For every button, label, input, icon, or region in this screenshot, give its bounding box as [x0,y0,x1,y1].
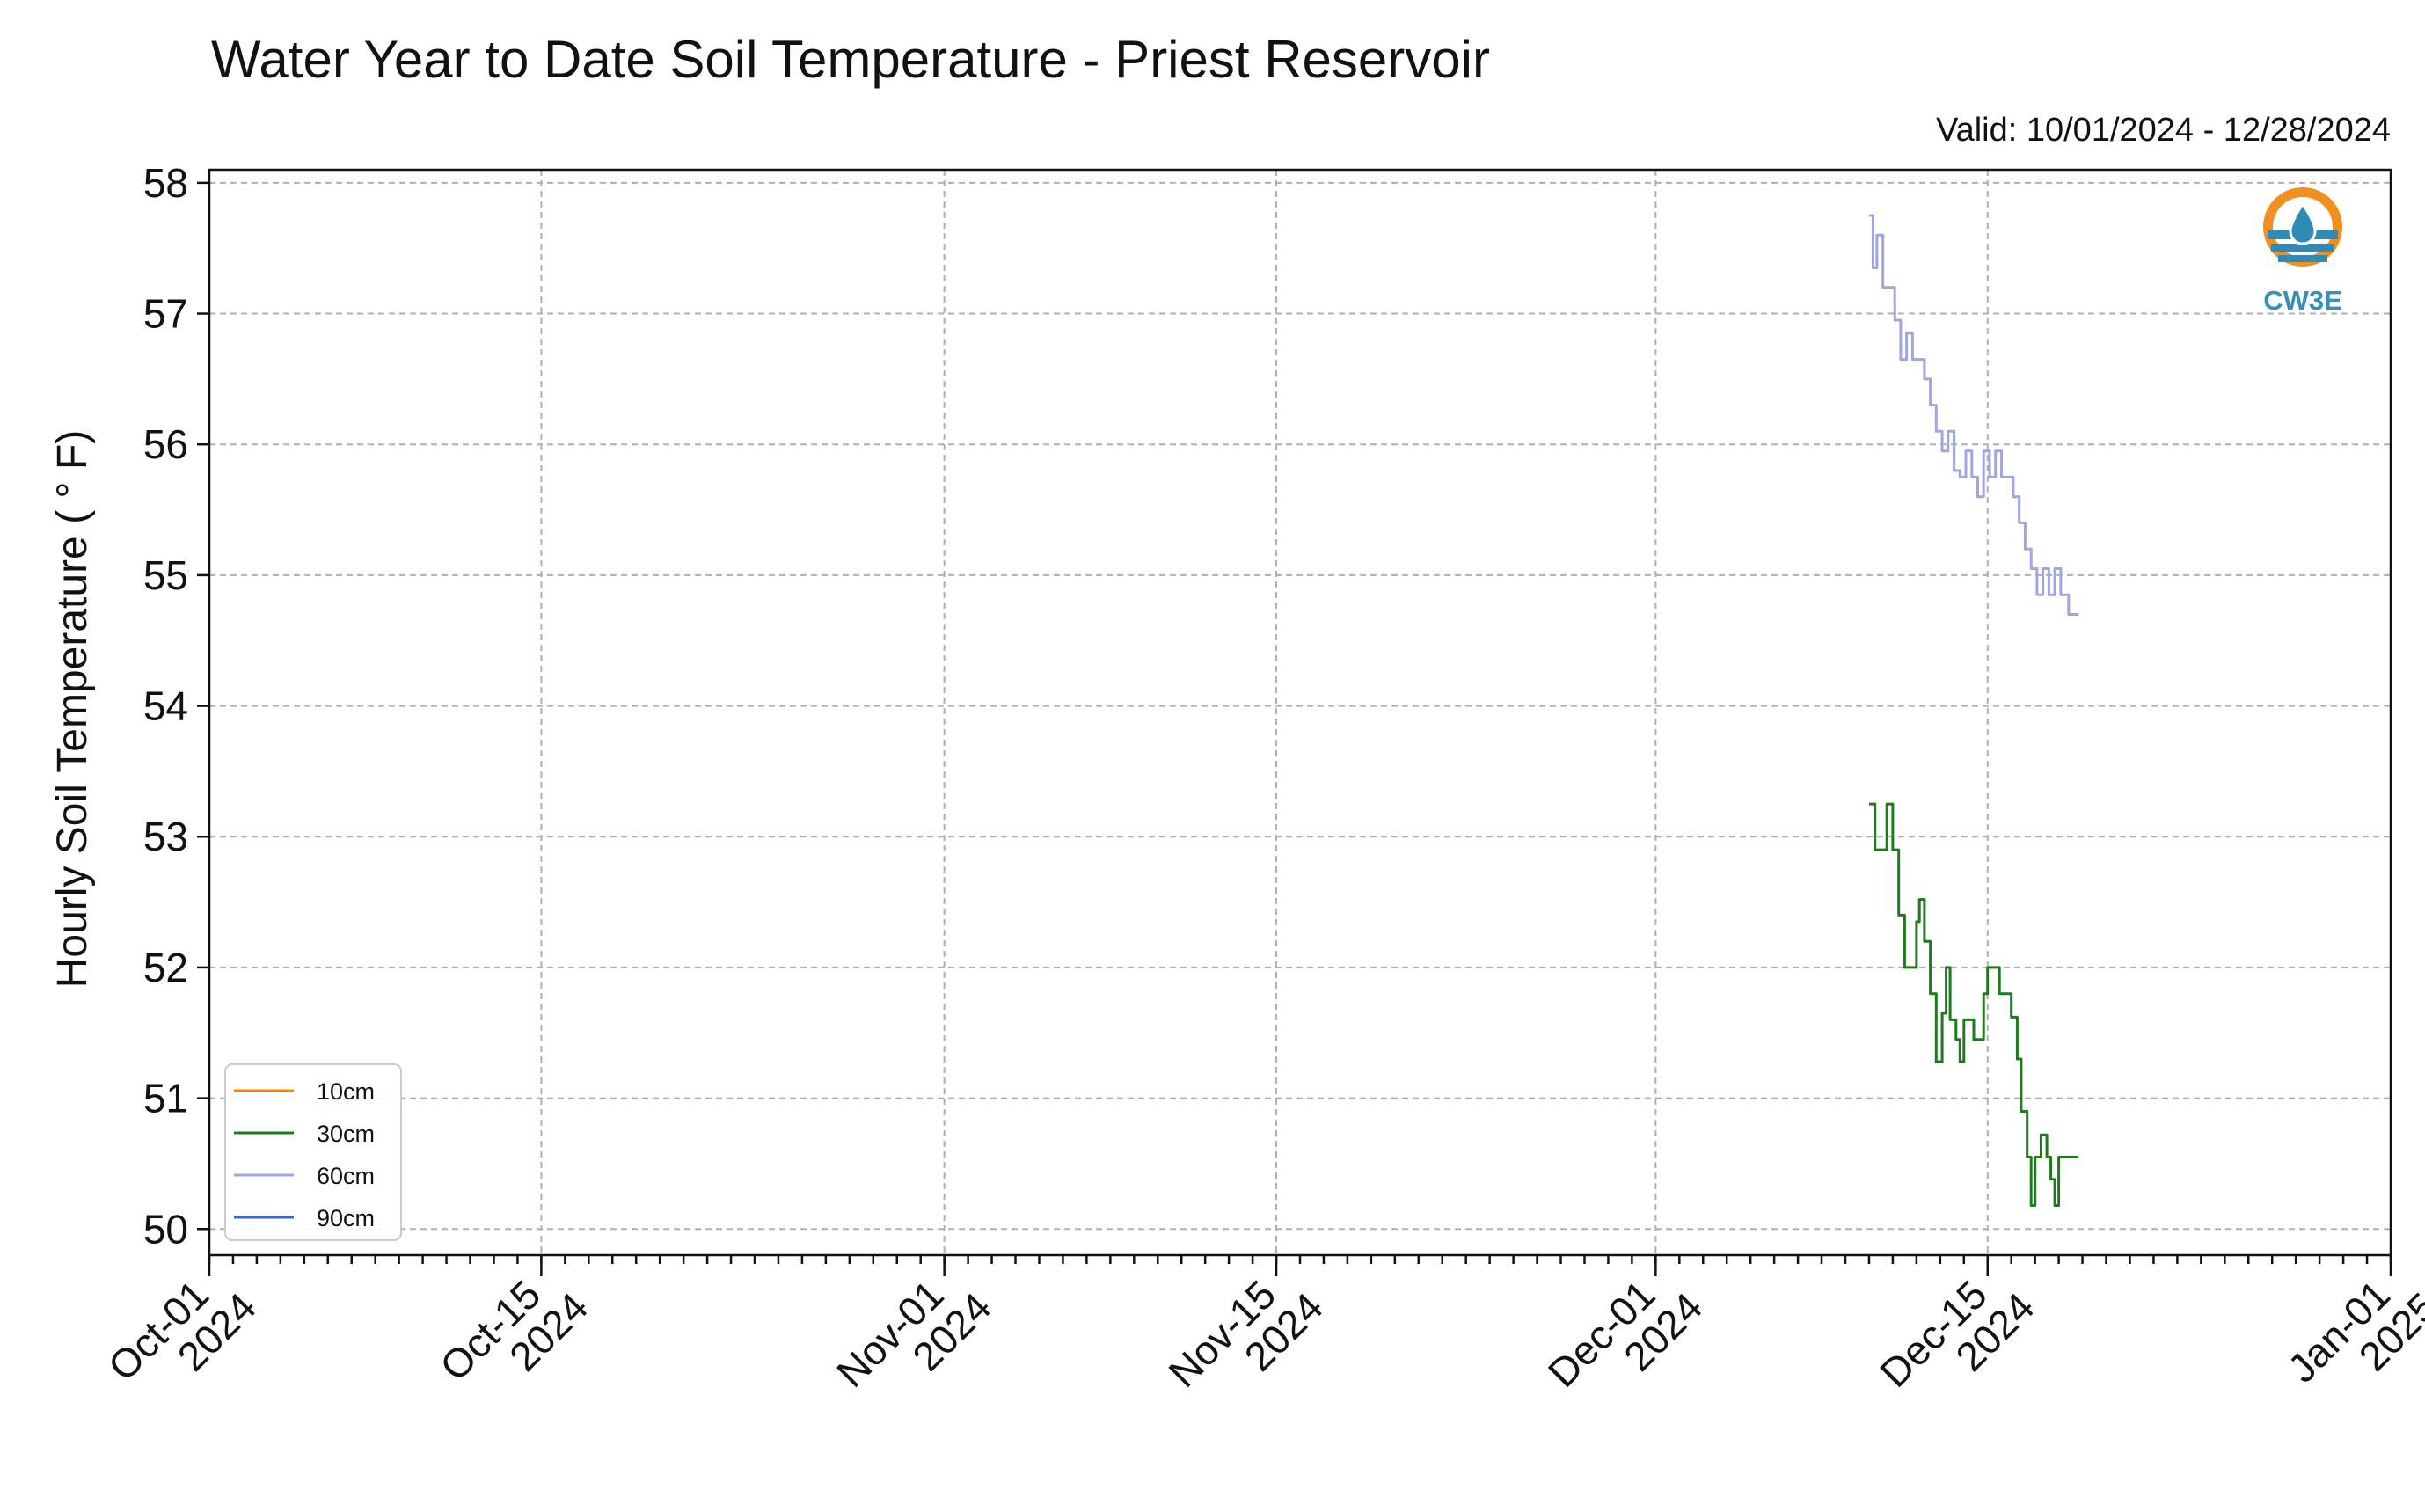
logo-wave-2 [2271,244,2334,252]
y-tick-label: 58 [143,160,188,206]
y-tick-label: 54 [143,683,188,729]
y-tick-label: 53 [143,814,188,859]
x-tick-label: Dec-152024 [1871,1254,2042,1426]
x-tick-label: Dec-012024 [1539,1254,1711,1426]
x-tick-label: Oct-012024 [99,1254,265,1420]
legend-label: 30cm [317,1121,375,1147]
legend-items: 10cm 30cm 60cm 90cm [234,1078,375,1231]
y-tick-label: 50 [143,1206,188,1252]
y-tick-label: 55 [143,552,188,598]
plot-frame [208,168,2392,1257]
y-tick-label: 57 [143,291,188,337]
chart-title: Water Year to Date Soil Temperature - Pr… [211,30,1490,89]
y-tick-label: 56 [143,421,188,467]
y-axis: 50 51 52 53 54 55 56 57 58 [143,160,209,1252]
series-line-60cm [1869,214,2079,616]
y-axis-label: Hourly Soil Temperature ( ° F) [49,430,96,989]
legend: 10cm 30cm 60cm 90cm [224,1063,402,1241]
x-axis: Oct-012024 Oct-152024 Nov-012024 Nov-152024… [99,1254,2425,1426]
x-tick-label: Jan-012025 [2279,1254,2425,1421]
legend-label: 90cm [317,1205,375,1231]
x-tick-label: Oct-152024 [431,1254,596,1420]
y-tick-label: 51 [143,1076,188,1121]
water-drop-icon [2289,201,2317,245]
series-line-30cm [1869,802,2079,1207]
legend-label: 60cm [317,1163,375,1189]
y-tick-label: 52 [143,945,188,990]
logo-text: CW3E [2263,285,2342,316]
legend-label: 10cm [317,1078,375,1105]
x-tick-label: Nov-152024 [1159,1254,1331,1426]
x-tick-label: Nov-012024 [828,1254,999,1426]
series-layer [1869,214,2079,1207]
chart-subtitle: Valid: 10/01/2024 - 12/28/2024 [1936,112,2391,149]
cw3e-logo: CW3E [2263,187,2342,316]
legend-box [224,1063,402,1241]
logo-wave-3 [2278,255,2327,262]
grid-layer [208,170,2392,1255]
